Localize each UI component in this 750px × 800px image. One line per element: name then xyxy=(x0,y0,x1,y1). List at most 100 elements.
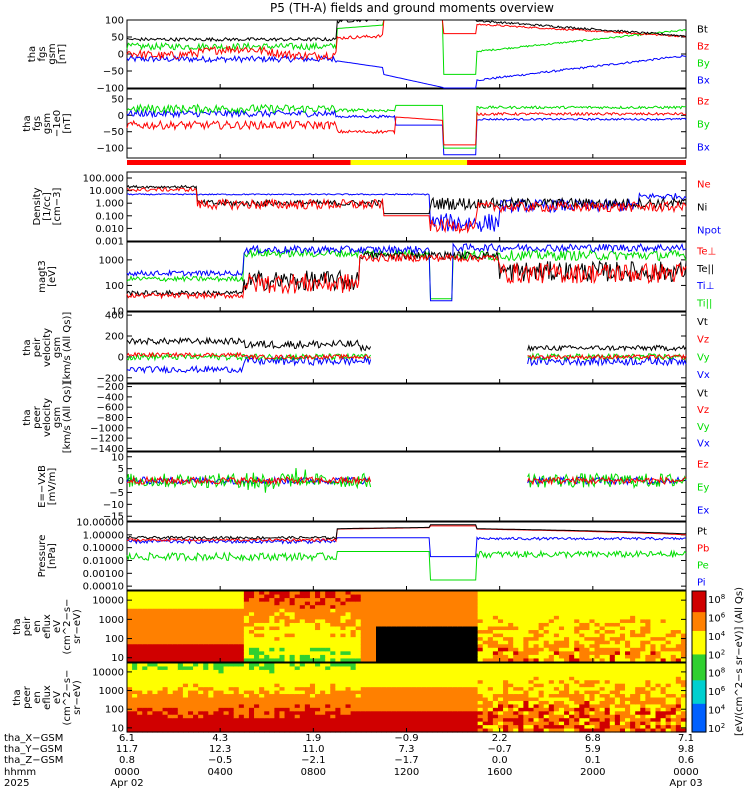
flux-cell xyxy=(513,591,519,596)
flux-cell xyxy=(127,591,133,596)
flux-cell xyxy=(299,694,306,699)
flux-cell xyxy=(274,615,281,620)
flux-cell xyxy=(411,711,418,716)
flux-cell xyxy=(294,644,301,649)
flux-cell xyxy=(518,615,524,620)
flux-cell xyxy=(203,669,209,674)
flux-cell xyxy=(533,704,540,709)
flux-cell xyxy=(660,619,667,624)
flux-cell xyxy=(518,683,524,688)
flux-cell xyxy=(447,598,453,603)
flux-cell xyxy=(147,644,154,649)
flux-cell xyxy=(182,673,189,678)
flux-cell xyxy=(243,615,250,620)
flux-cell xyxy=(289,680,296,685)
flux-cell xyxy=(482,663,489,668)
flux-cell xyxy=(670,598,677,603)
flux-cell xyxy=(330,619,336,624)
flux-cell xyxy=(553,663,560,668)
flux-cell xyxy=(259,711,265,716)
flux-cell xyxy=(406,728,413,733)
flux-cell xyxy=(203,654,209,660)
flux-cell xyxy=(421,647,428,652)
flux-cell xyxy=(152,707,159,712)
flux-cell xyxy=(548,694,555,699)
flux-cell xyxy=(335,637,342,642)
flux-cell xyxy=(508,683,514,688)
flux-cell xyxy=(523,700,530,705)
flux-cell xyxy=(655,663,662,668)
flux-cell xyxy=(650,658,657,663)
flux-cell xyxy=(157,654,164,660)
flux-cell xyxy=(457,598,463,603)
flux-cell xyxy=(589,633,596,638)
flux-cell xyxy=(376,663,382,668)
flux-cell xyxy=(574,725,580,730)
flux-cell xyxy=(574,640,580,645)
flux-cell xyxy=(426,619,433,624)
flux-cell xyxy=(523,601,530,606)
flux-cell xyxy=(294,633,301,638)
flux-cell xyxy=(533,615,540,620)
flux-cell xyxy=(442,647,448,652)
flux-cell xyxy=(274,608,281,613)
flux-cell xyxy=(599,721,606,726)
flux-cell xyxy=(665,658,672,663)
flux-cell xyxy=(426,591,433,596)
flux-cell xyxy=(132,690,138,695)
flux-cell xyxy=(315,654,321,660)
flux-cell xyxy=(142,714,148,719)
flux-cell xyxy=(386,605,392,610)
flux-cell xyxy=(370,728,377,733)
flux-cell xyxy=(436,654,443,660)
flux-cell xyxy=(376,690,382,695)
flux-cell xyxy=(304,591,311,596)
flux-cell xyxy=(238,721,245,726)
flux-cell xyxy=(177,619,184,624)
flux-cell xyxy=(289,608,296,613)
flux-cell xyxy=(660,683,667,688)
flux-cell xyxy=(396,626,403,631)
flux-cell xyxy=(589,666,596,671)
flux-cell xyxy=(426,707,433,712)
flux-cell xyxy=(680,725,687,730)
flux-cell xyxy=(132,714,138,719)
flux-cell xyxy=(680,644,687,649)
flux-cell xyxy=(670,711,677,716)
flux-cell xyxy=(142,601,148,606)
flux-cell xyxy=(198,673,204,678)
flux-cell xyxy=(640,601,646,606)
flux-cell xyxy=(416,697,423,702)
flux-cell xyxy=(645,612,652,617)
flux-cell xyxy=(492,669,499,674)
flux-cell xyxy=(345,673,352,678)
flux-cell xyxy=(528,725,535,730)
flux-cell xyxy=(442,633,448,638)
flux-cell xyxy=(325,666,331,671)
flux-cell xyxy=(238,707,245,712)
flux-cell xyxy=(426,651,433,656)
flux-cell xyxy=(269,598,275,603)
flux-cell xyxy=(655,700,662,705)
flux-cell xyxy=(660,608,667,613)
flux-cell xyxy=(299,651,306,656)
flux-cell xyxy=(309,725,316,730)
flux-cell xyxy=(553,704,560,709)
flux-cell xyxy=(538,697,545,702)
flux-cell xyxy=(497,612,504,617)
flux-cell xyxy=(396,591,403,596)
flux-cell xyxy=(619,654,626,660)
flux-cell xyxy=(243,690,250,695)
flux-cell xyxy=(187,622,194,628)
flux-cell xyxy=(320,605,326,610)
flux-cell xyxy=(503,718,509,723)
flux-cell xyxy=(335,658,342,663)
flux-cell xyxy=(406,612,413,617)
flux-cell xyxy=(279,647,286,652)
flux-cell xyxy=(614,683,621,688)
flux-cell xyxy=(665,694,672,699)
flux-cell xyxy=(157,714,164,719)
flux-cell xyxy=(660,669,667,674)
flux-cell xyxy=(574,601,580,606)
flux-cell xyxy=(294,725,301,730)
